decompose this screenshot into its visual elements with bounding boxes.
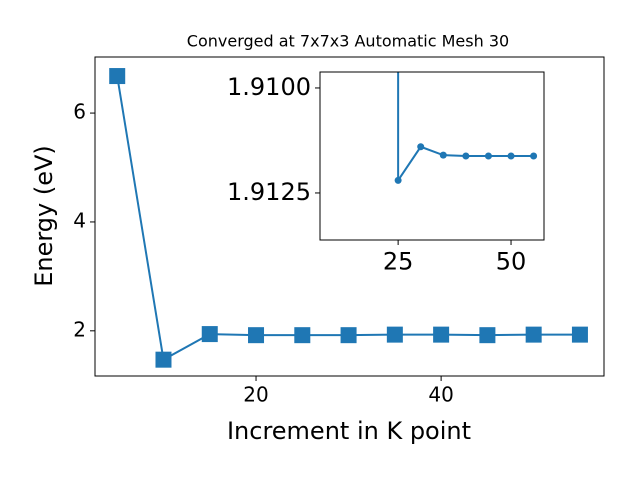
x-tick-label: 50 bbox=[496, 247, 527, 275]
data-point bbox=[525, 326, 542, 343]
data-point bbox=[386, 326, 403, 343]
chart-title: Converged at 7x7x3 Automatic Mesh 30 bbox=[187, 32, 509, 51]
data-point bbox=[109, 68, 126, 85]
data-point bbox=[439, 151, 447, 159]
plot-area bbox=[109, 68, 588, 368]
y-tick-label: 4 bbox=[73, 208, 86, 232]
data-point bbox=[433, 326, 450, 343]
data-point bbox=[340, 327, 357, 344]
y-axis-label: Energy (eV) bbox=[30, 145, 58, 287]
data-point bbox=[394, 176, 402, 184]
y-tick-label: 1.9125 bbox=[227, 178, 311, 206]
x-tick-label: 25 bbox=[383, 247, 414, 275]
data-point bbox=[479, 327, 496, 344]
plot-area bbox=[394, 72, 538, 184]
y-tick-label: 2 bbox=[73, 317, 86, 341]
data-point bbox=[155, 351, 172, 368]
data-point bbox=[571, 326, 588, 343]
y-tick-label: 6 bbox=[73, 100, 86, 124]
x-axis-label: Increment in K point bbox=[227, 417, 471, 445]
data-point bbox=[294, 327, 311, 344]
data-point bbox=[530, 152, 538, 160]
axes-frame bbox=[319, 71, 545, 241]
x-tick-label: 40 bbox=[428, 383, 453, 407]
series-line bbox=[397, 72, 534, 184]
data-point bbox=[462, 152, 470, 160]
data-point bbox=[417, 143, 425, 151]
y-tick-label: 1.9100 bbox=[227, 73, 311, 101]
data-point bbox=[507, 152, 515, 160]
data-point bbox=[201, 326, 218, 343]
x-tick-label: 20 bbox=[243, 383, 268, 407]
axes-frame bbox=[94, 56, 605, 377]
data-point bbox=[484, 152, 492, 160]
data-point bbox=[248, 327, 265, 344]
